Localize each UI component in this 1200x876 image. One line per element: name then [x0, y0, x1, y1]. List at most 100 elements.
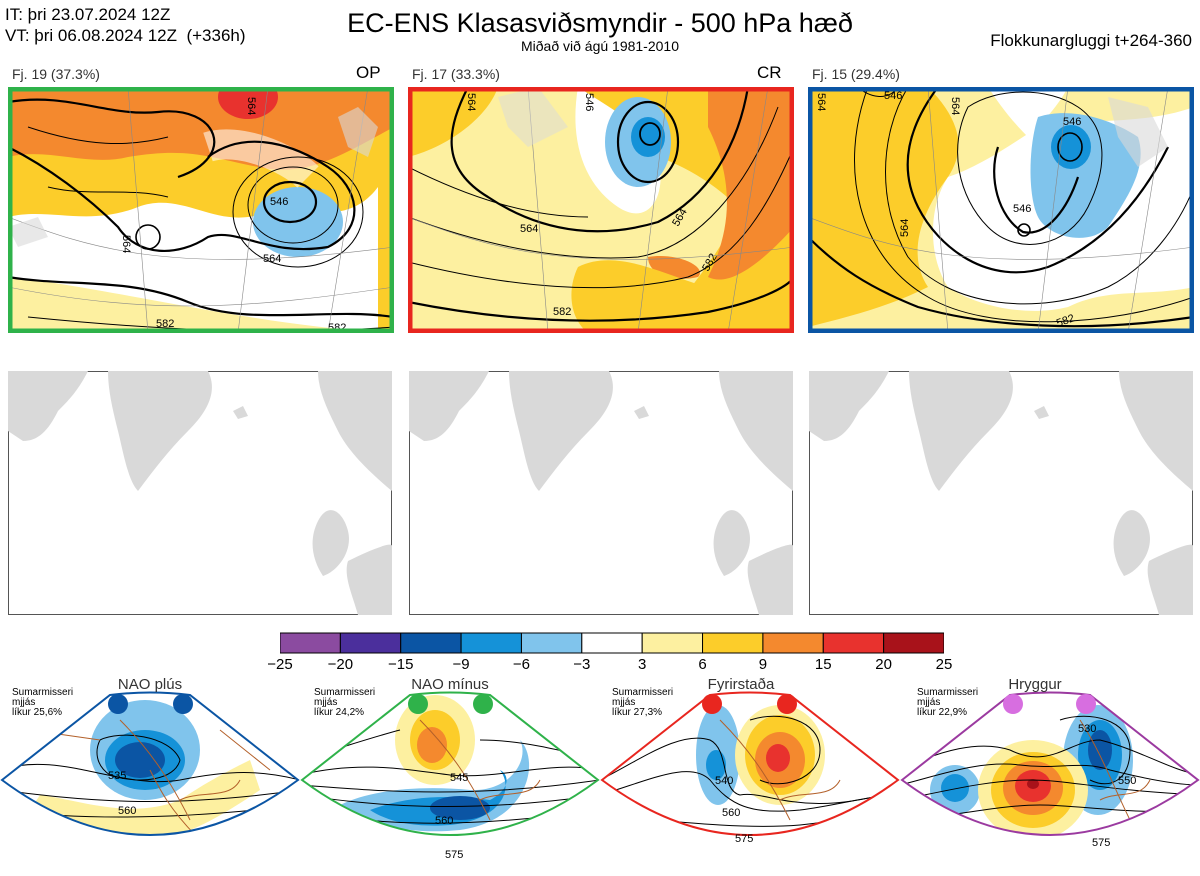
regime-ridge-contour-2: 550 [1118, 775, 1136, 787]
page-subtitle: Miðað við ágú 1981-2010 [520, 38, 679, 54]
regime-nao-plus-contour-2: 560 [118, 805, 136, 817]
regime-nao-minus-contour-3: 575 [445, 849, 463, 861]
cluster-1-contour-564b: 564 [263, 253, 281, 265]
cluster-3-contour-546c: 546 [1013, 203, 1031, 215]
colorbar-tick-label: 25 [935, 656, 953, 673]
regime-blocking-mean: mjjás [612, 697, 636, 708]
colorbar-tick-label: 6 [698, 656, 707, 673]
colorbar-tick-label: −15 [387, 656, 414, 673]
cluster-1-map: 546 564 564 564 582 582 [8, 87, 394, 333]
colorbar-tick-label: 20 [875, 656, 892, 673]
cluster-2-tag: CR [757, 63, 782, 82]
regime-nao-minus-prob: líkur 24,2% [314, 707, 365, 718]
cluster-3-contour-564b: 564 [949, 97, 961, 115]
colorbar-tick-label: −6 [512, 656, 531, 673]
regime-ridge-mean: mjjás [917, 697, 941, 708]
blank-map-1 [8, 371, 392, 615]
regime-blocking-marker-left [702, 694, 722, 714]
cluster-3-label: Fj. 15 (29.4%) [812, 66, 900, 82]
colorbar-swatch [339, 632, 402, 654]
cluster-2-contour-564a: 564 [465, 93, 477, 111]
cluster-2-map: 546 564 564 564 582 582 [408, 87, 794, 333]
cluster-2-frame [408, 87, 794, 333]
colorbar-tick-label: −25 [267, 656, 293, 673]
cluster-3-contour-564a: 564 [815, 93, 827, 111]
regime-nao-minus-title: NAO mínus [411, 676, 489, 693]
regime-blocking-meta: Sumarmisseri mjjás líkur 27,3% [612, 688, 673, 718]
regime-blocking-contour-2: 560 [722, 807, 740, 819]
regime-ridge-marker-left [1003, 694, 1023, 714]
regime-nao-plus-season: Sumarmisseri [12, 687, 74, 698]
page-title: EC-ENS Klasasviðsmyndir - 500 hPa hæð [347, 8, 853, 38]
regime-ridge-prob: líkur 22,9% [917, 707, 968, 718]
colorbar-swatch [279, 632, 341, 654]
header-times: IT: þri 23.07.2024 12Z VT: þri 06.08.2024… [5, 4, 246, 46]
colorbar-tick-label: 9 [758, 656, 768, 673]
cluster-1-contour-546: 546 [270, 196, 288, 208]
regime-blocking-frame [600, 691, 900, 836]
colorbar-swatch [460, 632, 522, 654]
cluster-3-contour-546b: 546 [1063, 116, 1081, 128]
regime-nao-plus-frame [0, 691, 300, 836]
colorbar-swatch [702, 632, 764, 654]
regime-nao-minus: 545 560 575 [300, 680, 600, 876]
cluster-1-contour-564a: 564 [120, 235, 132, 253]
regime-nao-minus-mean: mjjás [314, 697, 338, 708]
regime-nao-minus-season: Sumarmisseri [314, 687, 376, 698]
regime-nao-plus: 535 560 [0, 680, 300, 876]
regime-nao-plus-mean: mjjás [12, 697, 36, 708]
regime-nao-plus-marker-left [108, 694, 128, 714]
regime-blocking-contour-1: 540 [715, 775, 733, 787]
cluster-3-contour-582: 582 [1055, 312, 1076, 330]
regime-ridge-contour-1: 530 [1078, 723, 1096, 735]
colorbar-swatch [400, 632, 462, 654]
valid-time: VT: þri 06.08.2024 12Z (+336h) [5, 26, 246, 45]
colorbar-tick-label: −20 [327, 656, 354, 673]
colorbar-swatch [822, 632, 885, 654]
cluster-2-contour-546: 546 [583, 93, 595, 111]
blank-map-3 [809, 371, 1193, 615]
regime-nao-plus-marker-right [173, 694, 193, 714]
cluster-2-contour-564b: 564 [520, 223, 538, 235]
cluster-2-label: Fj. 17 (33.3%) [412, 66, 500, 82]
colorbar-tick-label: 15 [814, 656, 832, 673]
cluster-2-contour-582a: 582 [553, 306, 571, 318]
regime-ridge-meta: Sumarmisseri mjjás líkur 22,9% [917, 688, 978, 718]
regime-blocking: 540 560 575 [600, 680, 900, 876]
regime-ridge-contour-3: 575 [1092, 837, 1110, 849]
colorbar-tick-label: −3 [573, 656, 591, 673]
regime-nao-minus-contour-2: 560 [435, 815, 453, 827]
classification-window: Flokkunargluggi t+264-360 [990, 31, 1192, 50]
regime-nao-minus-contour-1: 545 [450, 772, 468, 784]
colorbar-swatch [762, 632, 824, 654]
regime-nao-plus-prob: líkur 25,6% [12, 707, 63, 718]
regime-ridge-frame [900, 691, 1200, 836]
cluster-1-tag: OP [356, 63, 381, 82]
colorbar-swatch [520, 632, 583, 654]
cluster-1-frame [8, 87, 394, 333]
colorbar [279, 632, 945, 659]
cluster-3-frame [808, 87, 1194, 333]
regime-nao-minus-frame [300, 691, 600, 836]
regime-nao-minus-marker-left [408, 694, 428, 714]
cluster-1-label: Fj. 19 (37.3%) [12, 66, 100, 82]
regime-ridge: 530 550 575 [900, 680, 1200, 876]
colorbar-tick-label: 3 [638, 656, 647, 673]
regime-ridge-title: Hryggur [1008, 676, 1062, 693]
regime-blocking-marker-right [777, 694, 797, 714]
regime-ridge-marker-right [1076, 694, 1096, 714]
regime-nao-plus-contour-1: 535 [108, 770, 126, 782]
regime-blocking-prob: líkur 27,3% [612, 707, 663, 718]
cluster-1-contour-582b: 582 [328, 322, 346, 333]
regime-ridge-season: Sumarmisseri [917, 687, 979, 698]
regime-blocking-title: Fyrirstaða [707, 676, 775, 693]
regime-nao-minus-meta: Sumarmisseri mjjás líkur 24,2% [314, 688, 375, 718]
init-time: IT: þri 23.07.2024 12Z [5, 5, 171, 24]
cluster-3-contour-546a: 546 [884, 90, 902, 102]
colorbar-swatch [581, 632, 643, 654]
blank-map-2 [409, 371, 793, 615]
colorbar-tick-label: −9 [452, 656, 470, 673]
cluster-1-contour-564c: 564 [245, 97, 257, 115]
regime-blocking-season: Sumarmisseri [612, 687, 674, 698]
regime-blocking-contour-3: 575 [735, 833, 753, 845]
